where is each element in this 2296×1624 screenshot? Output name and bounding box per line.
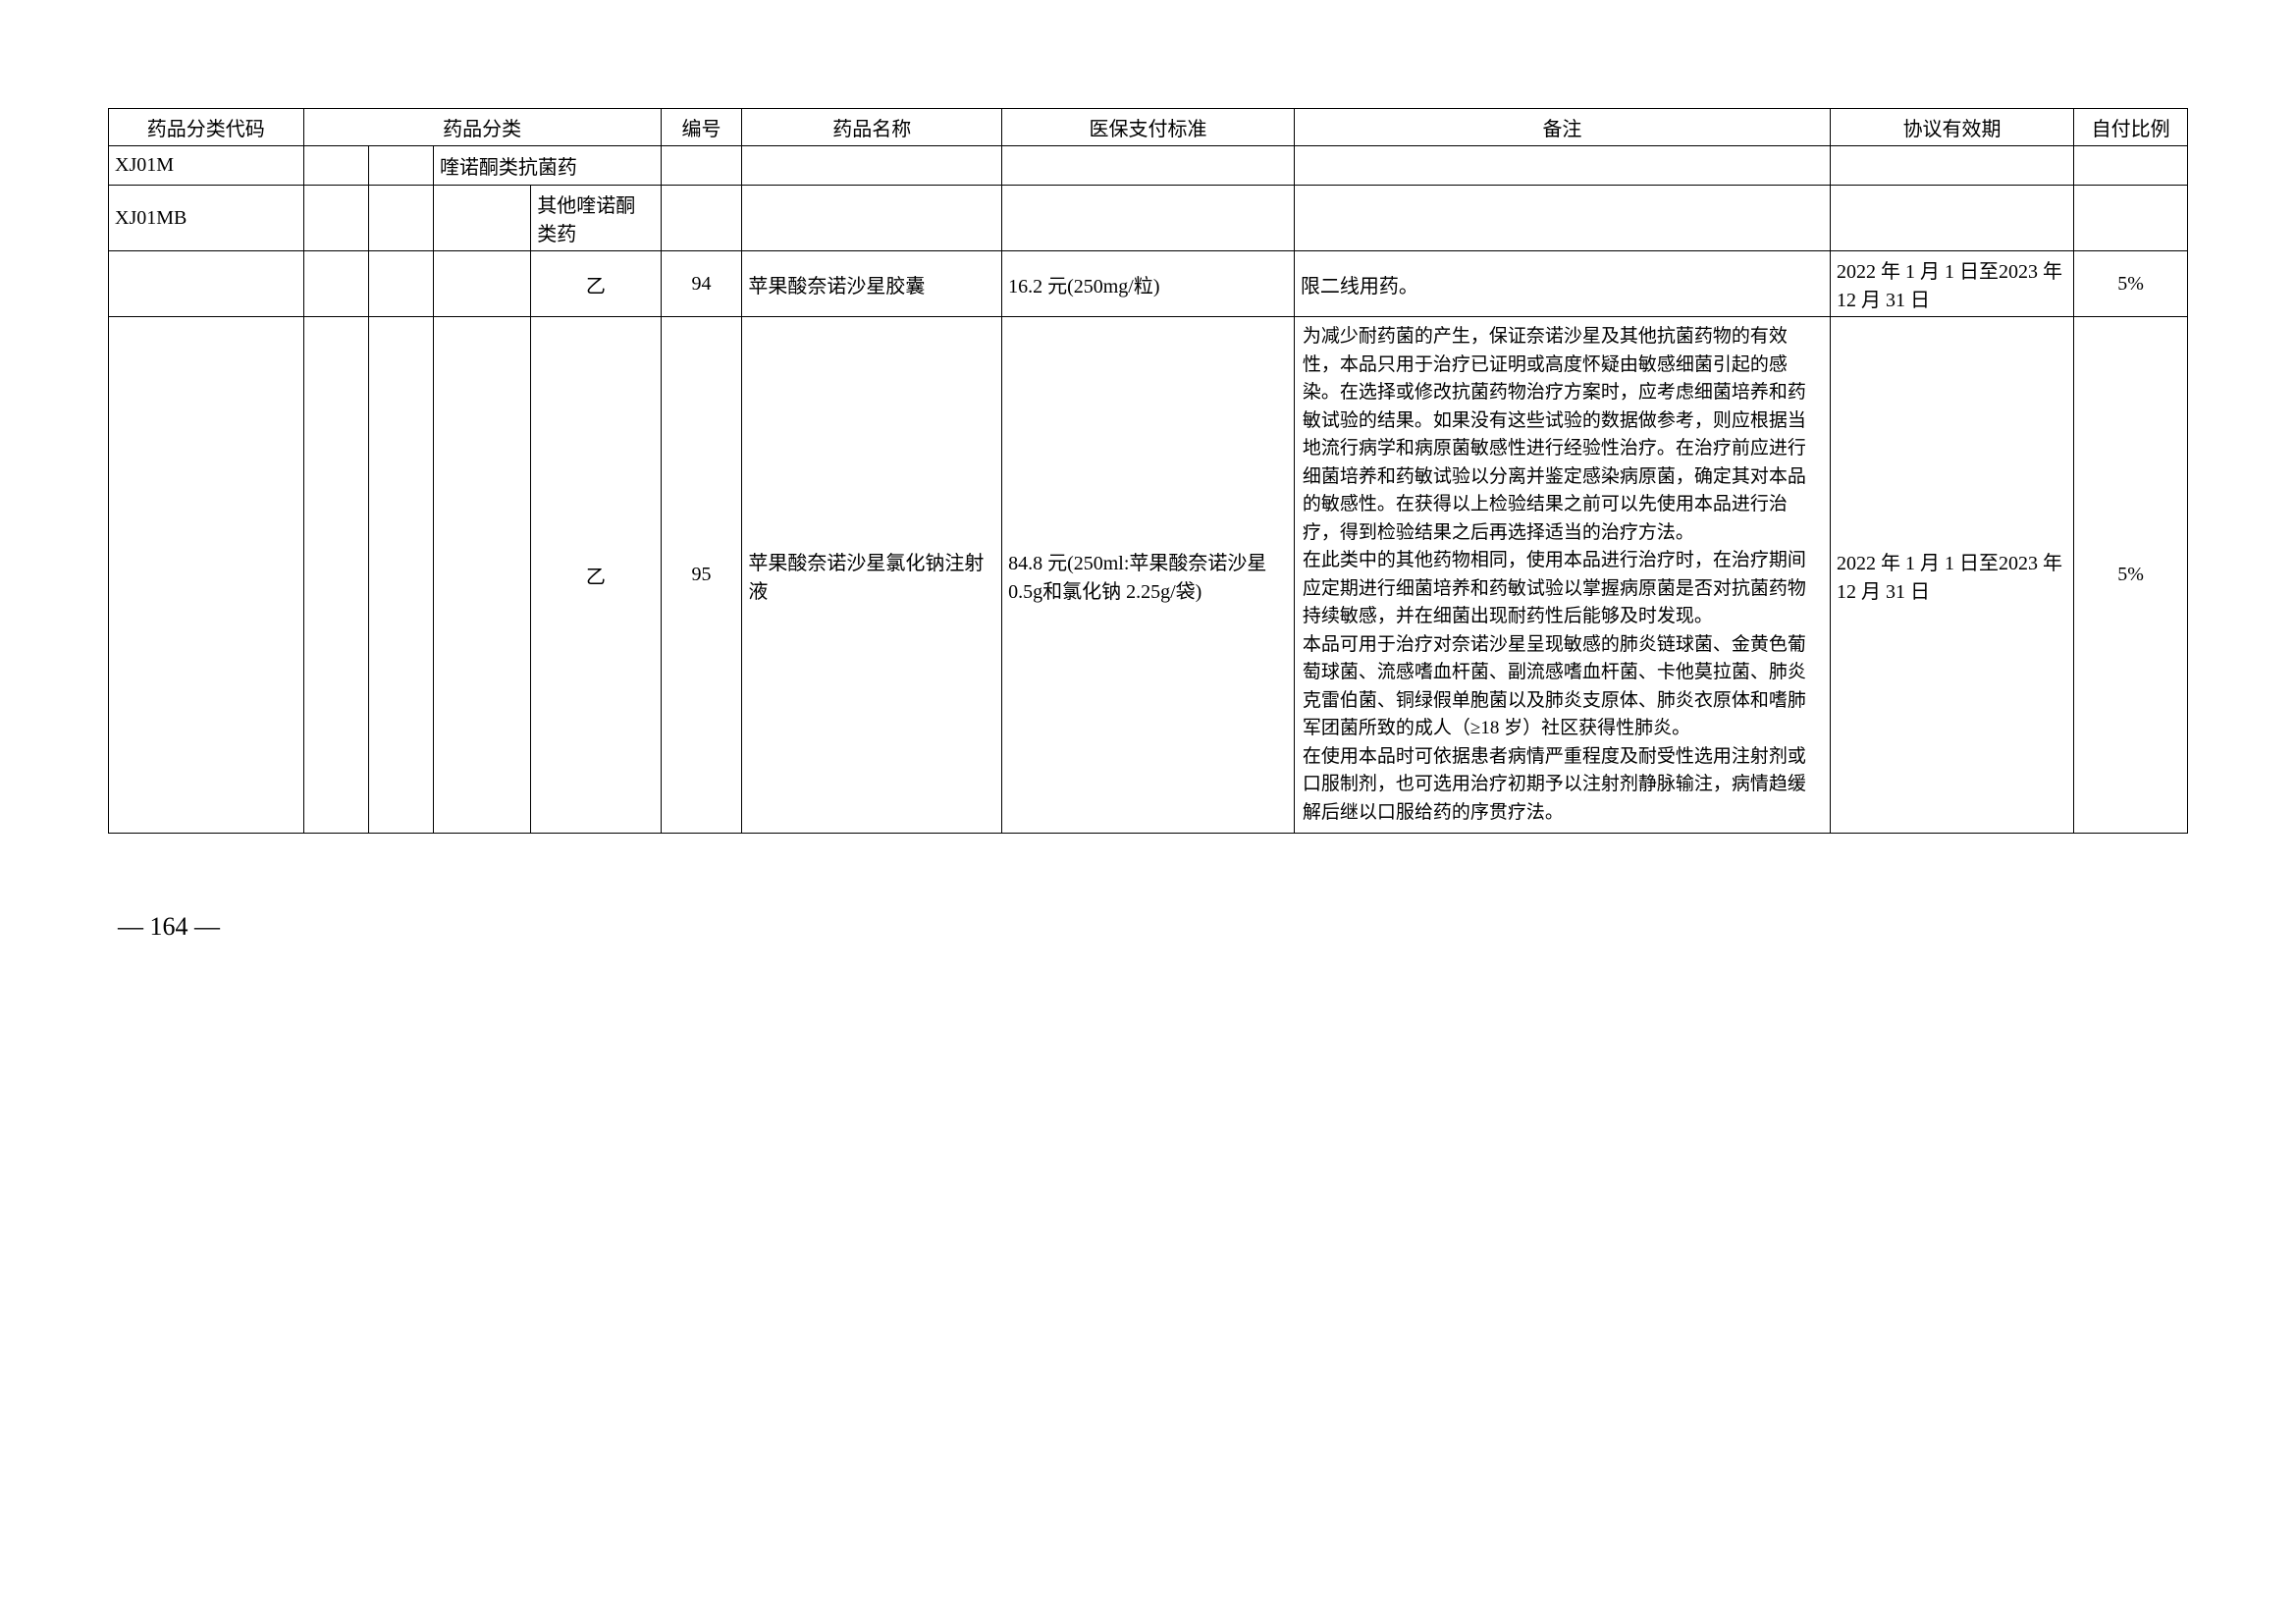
cell-period	[1830, 186, 2073, 251]
cell-cat3	[433, 251, 530, 317]
cell-class: 乙	[531, 251, 661, 317]
cell-name: 苹果酸奈诺沙星胶囊	[742, 251, 1002, 317]
cell-cat1	[303, 317, 368, 834]
header-category: 药品分类	[303, 109, 661, 146]
header-ratio: 自付比例	[2074, 109, 2188, 146]
cell-code	[109, 317, 304, 834]
cell-cat1	[303, 186, 368, 251]
cell-cat1	[303, 146, 368, 186]
header-num: 编号	[661, 109, 742, 146]
cell-cat1	[303, 251, 368, 317]
header-row: 药品分类代码 药品分类 编号 药品名称 医保支付标准 备注 协议有效期 自付比例	[109, 109, 2188, 146]
table-row: XJ01M 喹诺酮类抗菌药	[109, 146, 2188, 186]
cell-ratio: 5%	[2074, 251, 2188, 317]
cell-period: 2022 年 1 月 1 日至2023 年 12 月 31 日	[1830, 251, 2073, 317]
cell-code	[109, 251, 304, 317]
cell-ratio	[2074, 186, 2188, 251]
cell-std	[1002, 186, 1295, 251]
table-row: XJ01MB 其他喹诺酮类药	[109, 186, 2188, 251]
cell-cat3: 喹诺酮类抗菌药	[433, 146, 661, 186]
cell-remark	[1294, 146, 1830, 186]
page-number: — 164 —	[108, 912, 2188, 942]
table-row: 乙 94 苹果酸奈诺沙星胶囊 16.2 元(250mg/粒) 限二线用药。 20…	[109, 251, 2188, 317]
cell-std: 16.2 元(250mg/粒)	[1002, 251, 1295, 317]
cell-num	[661, 146, 742, 186]
cell-remark: 限二线用药。	[1294, 251, 1830, 317]
cell-code: XJ01MB	[109, 186, 304, 251]
cell-code: XJ01M	[109, 146, 304, 186]
cell-num	[661, 186, 742, 251]
cell-ratio: 5%	[2074, 317, 2188, 834]
cell-name: 苹果酸奈诺沙星氯化钠注射液	[742, 317, 1002, 834]
cell-cat4: 其他喹诺酮类药	[531, 186, 661, 251]
cell-ratio	[2074, 146, 2188, 186]
table-row: 乙 95 苹果酸奈诺沙星氯化钠注射液 84.8 元(250ml:苹果酸奈诺沙星 …	[109, 317, 2188, 834]
cell-name	[742, 146, 1002, 186]
cell-period	[1830, 146, 2073, 186]
cell-period: 2022 年 1 月 1 日至2023 年 12 月 31 日	[1830, 317, 2073, 834]
cell-cat2	[368, 186, 433, 251]
cell-num: 94	[661, 251, 742, 317]
header-remark: 备注	[1294, 109, 1830, 146]
cell-cat2	[368, 317, 433, 834]
cell-cat3	[433, 186, 530, 251]
header-std: 医保支付标准	[1002, 109, 1295, 146]
header-name: 药品名称	[742, 109, 1002, 146]
cell-remark	[1294, 186, 1830, 251]
cell-class: 乙	[531, 317, 661, 834]
cell-std	[1002, 146, 1295, 186]
cell-std: 84.8 元(250ml:苹果酸奈诺沙星 0.5g和氯化钠 2.25g/袋)	[1002, 317, 1295, 834]
cell-remark: 为减少耐药菌的产生，保证奈诺沙星及其他抗菌药物的有效性，本品只用于治疗已证明或高…	[1294, 317, 1830, 834]
drug-table: 药品分类代码 药品分类 编号 药品名称 医保支付标准 备注 协议有效期 自付比例…	[108, 108, 2188, 834]
header-code: 药品分类代码	[109, 109, 304, 146]
cell-name	[742, 186, 1002, 251]
cell-cat3	[433, 317, 530, 834]
cell-cat2	[368, 251, 433, 317]
header-period: 协议有效期	[1830, 109, 2073, 146]
cell-num: 95	[661, 317, 742, 834]
cell-cat2	[368, 146, 433, 186]
